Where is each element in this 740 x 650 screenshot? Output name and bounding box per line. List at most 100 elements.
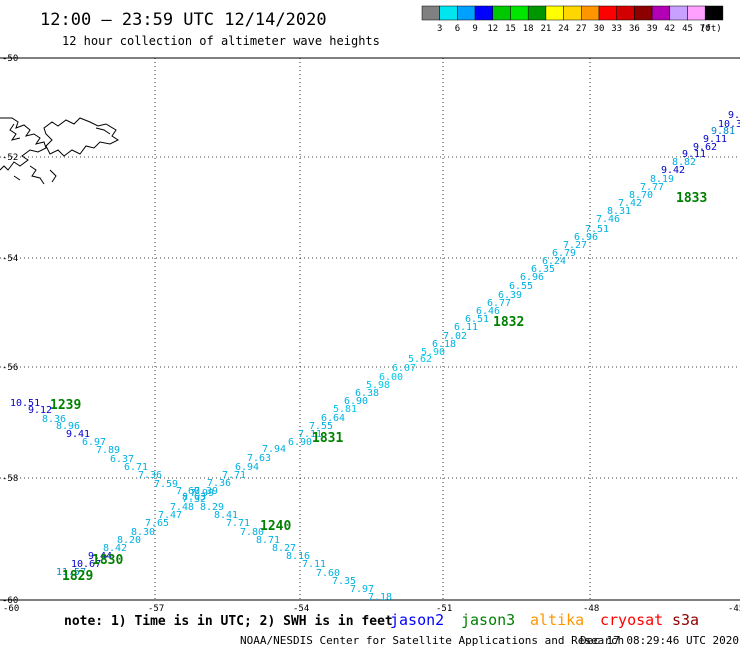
satellite-name: jason3 [461,611,515,629]
swh-point-label: 6.96 [520,272,544,283]
legend-swatch [687,5,706,21]
swh-point-label: 6.90 [288,437,312,448]
lat-lon-grid: -60 -57 -54 -51 -48 -45 -50 -52 -54 -56 -58 -60 [0,54,740,614]
swh-point-label: 7.51 [585,224,609,235]
swh-point-label: 6.35 [531,264,555,275]
swh-point-label: 7.18 [368,592,392,603]
track-time-label: 1830 [92,553,123,568]
swh-point-label: 8.82 [672,157,696,168]
color-legend: 3 6 9 12 15 18 21 24 27 30 33 36 39 42 45 70(ft) [421,5,724,34]
legend-label: 36 [629,24,640,34]
swh-point-label: 6.00 [379,372,403,383]
legend-label: 9 [472,24,477,34]
swh-point-label: 7.02 [443,331,467,342]
legend-swatch [439,5,458,21]
swh-point-label: 6.07 [392,363,416,374]
legend-label: 3 [437,24,442,34]
legend-label: 6 [455,24,460,34]
swh-point-label: 8.70 [629,190,653,201]
swh-point-label: 7.27 [563,240,587,251]
lon-tick-label: -48 [583,604,599,614]
swh-point-label: 7.11 [298,429,322,440]
swh-point-label: 8.31 [607,206,631,217]
lon-tick-label: -57 [148,604,164,614]
lon-tick-label: -54 [293,604,309,614]
falkland-islands-coastline [0,117,119,185]
lon-tick-label: -60 [3,604,19,614]
legend-swatch [421,5,440,21]
swh-point-label: 5.81 [333,404,357,415]
legend-label: 15 [505,24,516,34]
swh-point-label: 7.59 [154,479,178,490]
swh-point-label: 7.65 [145,518,169,529]
legend-label: 30 [594,24,605,34]
swh-point-label: 9.41 [66,429,90,440]
swh-point-label: 8.30 [131,527,155,538]
legend-unit: (ft) [700,24,722,34]
footer-note: note: 1) Time is in UTC; 2) SWH is in fe… [64,614,393,629]
lat-tick-label: -58 [2,474,18,484]
legend-swatch [457,5,476,21]
swh-point-label: 7.89 [96,445,120,456]
altimeter-tracks: 9.10.39.819.119.629.118.829.428.197.778.… [10,110,740,603]
swh-point-label: 7.97 [350,584,374,595]
satellite-name: cryosat [600,611,663,629]
swh-point-label: 9.12 [28,405,52,416]
swh-point-label: 6.64 [321,413,345,424]
swh-point-label: 7.47 [158,510,182,521]
swh-point-label: 7.42 [618,198,642,209]
legend-label: 24 [558,24,569,34]
swh-point-label: 6.94 [235,462,259,473]
swh-point-label: 6.24 [542,256,566,267]
swh-point-label: 7.63 [247,453,271,464]
swh-point-label: 6.18 [432,339,456,350]
swh-point-label: 6.51 [465,314,489,325]
swh-point-label: 8.63 [182,492,206,503]
swh-point-label: 5.98 [366,380,390,391]
lat-tick-label: -56 [2,363,18,373]
swh-point-label: 9.42 [661,165,685,176]
legend-swatch [616,5,635,21]
legend-label: 42 [664,24,675,34]
swh-point-label: 6.55 [509,281,533,292]
legend-label: 45 [682,24,693,34]
swh-point-label: 7.48 [170,502,194,513]
track-time-label: 1829 [62,569,93,584]
legend-swatch [563,5,582,21]
track-time-label: 1239 [50,398,81,413]
lat-tick-label: -52 [2,153,18,163]
track-time-label: 1832 [493,315,524,330]
swh-point-label: 6.39 [498,290,522,301]
swh-point-label: 7.77 [640,182,664,193]
swh-point-label: 7.32 [182,494,206,505]
track: 9.10.39.819.119.629.118.829.428.197.778.… [56,110,740,578]
satellite-name: s3a [672,611,699,629]
satellite-name: altika [530,611,584,629]
legend-swatch [581,5,600,21]
swh-point-label: 8.42 [103,543,127,554]
swh-point-label: 8.16 [286,551,310,562]
track-time-label: 1240 [260,519,291,534]
swh-point-label: 7.94 [262,444,286,455]
swh-point-label: 9. [728,110,740,121]
swh-point-label: 6.11 [454,322,478,333]
legend-swatch [704,5,724,21]
legend-swatch [651,5,671,21]
swh-point-label: 5.90 [421,347,445,358]
swh-point-label: 8.19 [650,174,674,185]
legend-swatch [634,5,653,21]
lon-tick-label: -45 [728,604,740,614]
legend-label: 33 [611,24,622,34]
legend-label: 18 [523,24,534,34]
legend-swatch [492,5,511,21]
legend-swatch [669,5,688,21]
swh-point-label: 8.96 [56,421,80,432]
swh-point-label: 7.60 [176,486,200,497]
swh-point-label: 8.36 [42,414,66,425]
swh-point-label: 6.71 [124,462,148,473]
swh-point-label: 7.36 [207,478,231,489]
swh-point-label: 7.11 [302,559,326,570]
swh-point-label: 7.80 [240,527,264,538]
swh-point-label: 6.38 [355,388,379,399]
